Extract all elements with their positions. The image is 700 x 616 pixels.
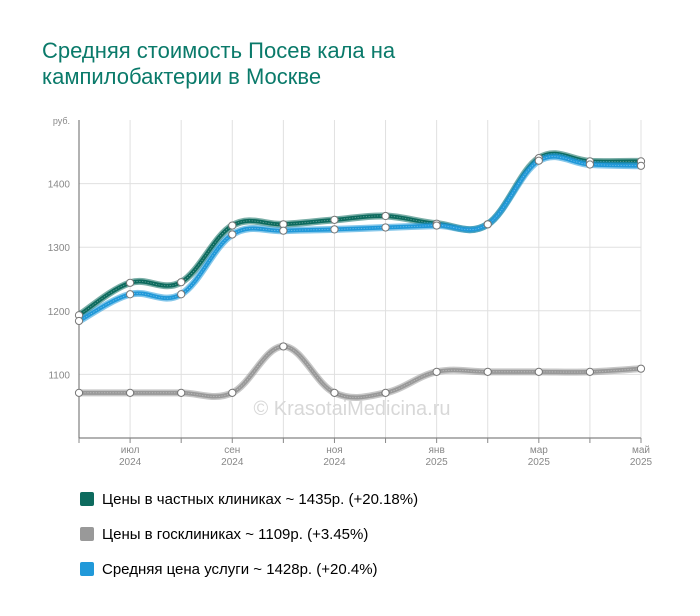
legend-label-private: Цены в частных клиниках ~ 1435р. (+20.18… [102, 490, 419, 508]
data-point-state [534, 367, 543, 376]
x-tick-label-month: ноя [326, 445, 343, 456]
x-tick-label-year: 2024 [221, 457, 244, 468]
chart-title: Средняя стоимость Посев кала на кампилоб… [42, 38, 396, 89]
x-tick-label-month: янв [429, 445, 445, 456]
plot-area [79, 120, 641, 438]
x-tick-label-month: июл [121, 445, 140, 456]
legend-label-state: Цены в госклиниках ~ 1109р. (+3.45%) [102, 525, 369, 543]
y-tick-label: 1200 [48, 307, 71, 318]
data-point-average [177, 290, 186, 299]
data-point-state [74, 388, 84, 397]
data-point-average [534, 156, 543, 165]
x-tick-label-month: сен [224, 445, 240, 456]
data-point-average [483, 220, 492, 229]
data-point-state [125, 388, 135, 397]
legend-label-average: Средняя цена услуги ~ 1428р. (+20.4%) [102, 560, 378, 578]
x-tick-label-year: 2025 [528, 457, 551, 468]
x-tick-label-year: 2024 [323, 457, 346, 468]
watermark: © KrasotaiMedicina.ru [253, 398, 450, 420]
data-point-average [228, 230, 237, 239]
data-point-state [330, 388, 339, 397]
data-point-private [381, 211, 390, 221]
data-point-state [381, 388, 390, 397]
legend-swatch-state [80, 527, 94, 541]
data-point-state [483, 367, 492, 376]
x-tick-label-month: май [632, 445, 650, 456]
y-tick-label: 1100 [48, 370, 70, 381]
data-point-state [279, 342, 288, 351]
x-tick-label-year: 2025 [426, 457, 449, 468]
legend: Цены в частных клиниках ~ 1435р. (+20.18… [80, 488, 418, 593]
legend-item-average[interactable]: Средняя цена услуги ~ 1428р. (+20.4%) [80, 558, 418, 580]
y-unit-label: руб. [53, 116, 70, 126]
y-tick-label: 1400 [48, 180, 71, 191]
data-point-average [381, 223, 390, 232]
data-point-average [432, 221, 441, 230]
x-tick-label-year: 2024 [119, 457, 142, 468]
data-point-average [125, 290, 135, 299]
data-point-state [228, 388, 237, 397]
legend-swatch-private [80, 492, 94, 506]
data-point-state [636, 364, 646, 373]
data-point-private [125, 278, 135, 287]
legend-item-private[interactable]: Цены в частных клиниках ~ 1435р. (+20.18… [80, 488, 418, 510]
legend-swatch-average [80, 562, 94, 576]
x-tick-label-month: мар [530, 445, 548, 456]
legend-item-state[interactable]: Цены в госклиниках ~ 1109р. (+3.45%) [80, 523, 418, 545]
data-point-average [279, 226, 288, 235]
data-point-average [585, 160, 595, 169]
data-point-average [330, 225, 339, 234]
x-tick-label-year: 2025 [630, 457, 653, 468]
data-point-state [432, 367, 441, 376]
data-point-average [74, 316, 84, 326]
data-point-state [585, 367, 595, 376]
data-point-private [177, 278, 186, 287]
data-point-state [177, 388, 186, 397]
data-point-private [228, 221, 237, 230]
y-tick-label: 1300 [48, 243, 71, 254]
line-chart: 1100120013001400руб.июл2024сен2024ноя202… [48, 116, 653, 468]
data-point-private [330, 215, 339, 224]
data-point-average [636, 161, 646, 170]
